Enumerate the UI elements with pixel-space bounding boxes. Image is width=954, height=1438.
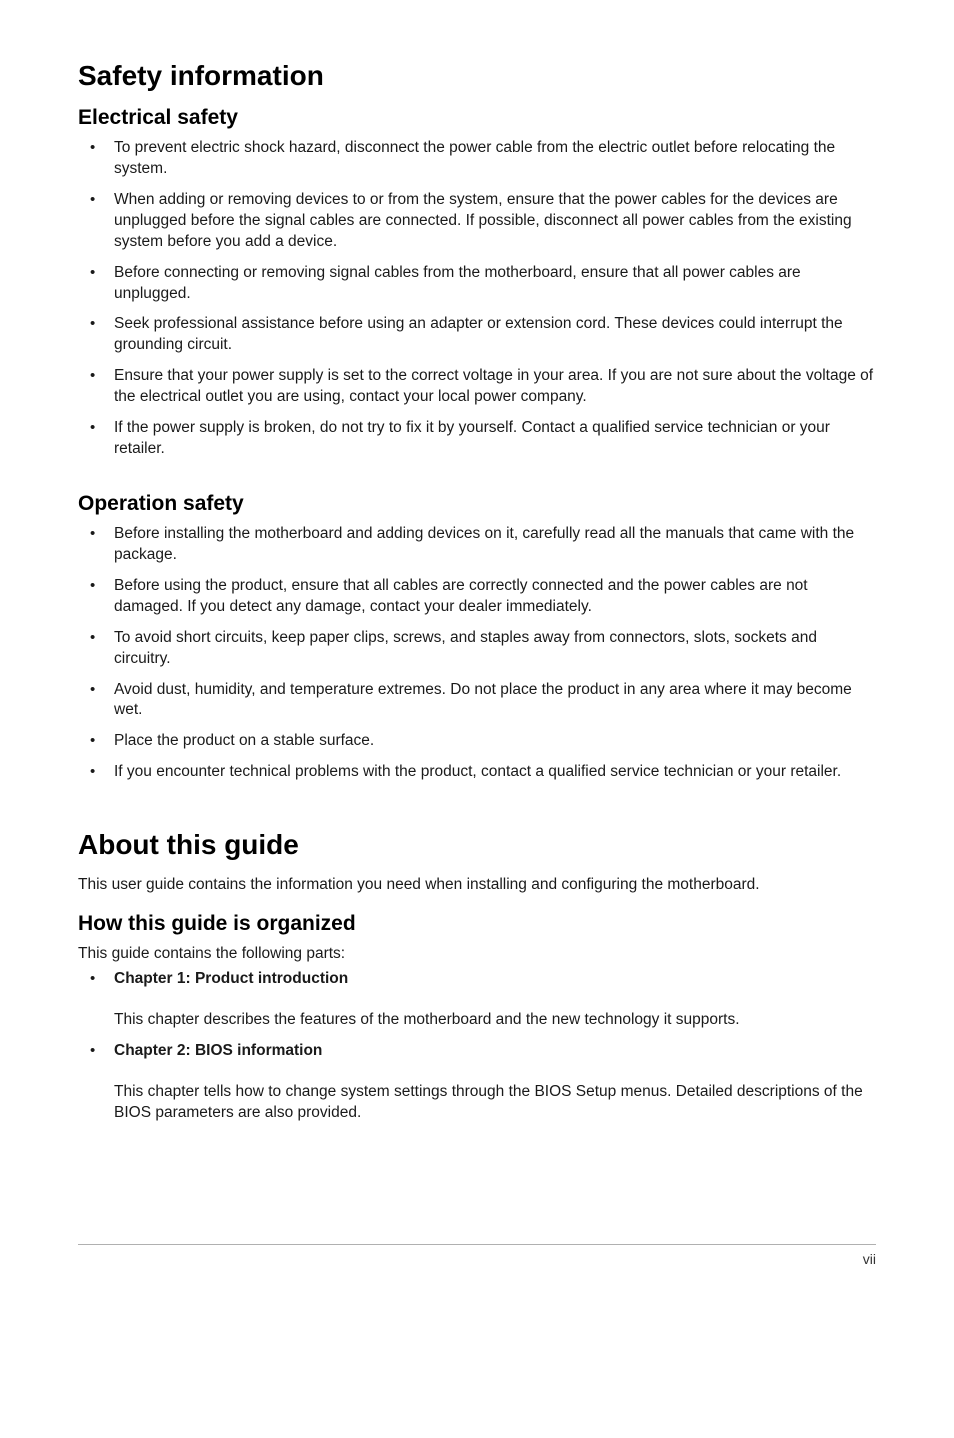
list-item: Seek professional assistance before usin… — [78, 314, 876, 356]
organized-sub: This guide contains the following parts: — [78, 944, 876, 965]
list-item: To prevent electric shock hazard, discon… — [78, 138, 876, 180]
list-item: Chapter 2: BIOS information — [78, 1041, 876, 1062]
about-title: About this guide — [78, 829, 876, 861]
list-item: Before using the product, ensure that al… — [78, 576, 876, 618]
operation-heading: Operation safety — [78, 492, 876, 516]
chapters-list: Chapter 2: BIOS information — [78, 1041, 876, 1062]
list-item: Place the product on a stable surface. — [78, 731, 876, 752]
chapter-desc: This chapter tells how to change system … — [78, 1082, 876, 1124]
chapters-list: Chapter 1: Product introduction — [78, 969, 876, 990]
list-item: Ensure that your power supply is set to … — [78, 366, 876, 408]
chapter-label: Chapter 1: Product introduction — [114, 970, 348, 987]
safety-title: Safety information — [78, 60, 876, 92]
chapter-label: Chapter 2: BIOS information — [114, 1042, 322, 1059]
list-item: When adding or removing devices to or fr… — [78, 190, 876, 253]
list-item: If you encounter technical problems with… — [78, 762, 876, 783]
electrical-heading: Electrical safety — [78, 106, 876, 130]
document-page: Safety information Electrical safety To … — [0, 0, 954, 1307]
list-item: Before connecting or removing signal cab… — [78, 263, 876, 305]
list-item: If the power supply is broken, do not tr… — [78, 418, 876, 460]
chapter-desc: This chapter describes the features of t… — [78, 1010, 876, 1031]
list-item: Chapter 1: Product introduction — [78, 969, 876, 990]
list-item: Avoid dust, humidity, and temperature ex… — [78, 680, 876, 722]
about-intro: This user guide contains the information… — [78, 875, 876, 896]
operation-list: Before installing the motherboard and ad… — [78, 524, 876, 783]
page-number: vii — [863, 1251, 876, 1267]
electrical-list: To prevent electric shock hazard, discon… — [78, 138, 876, 460]
page-footer: vii — [78, 1244, 876, 1267]
list-item: Before installing the motherboard and ad… — [78, 524, 876, 566]
list-item: To avoid short circuits, keep paper clip… — [78, 628, 876, 670]
organized-heading: How this guide is organized — [78, 912, 876, 936]
